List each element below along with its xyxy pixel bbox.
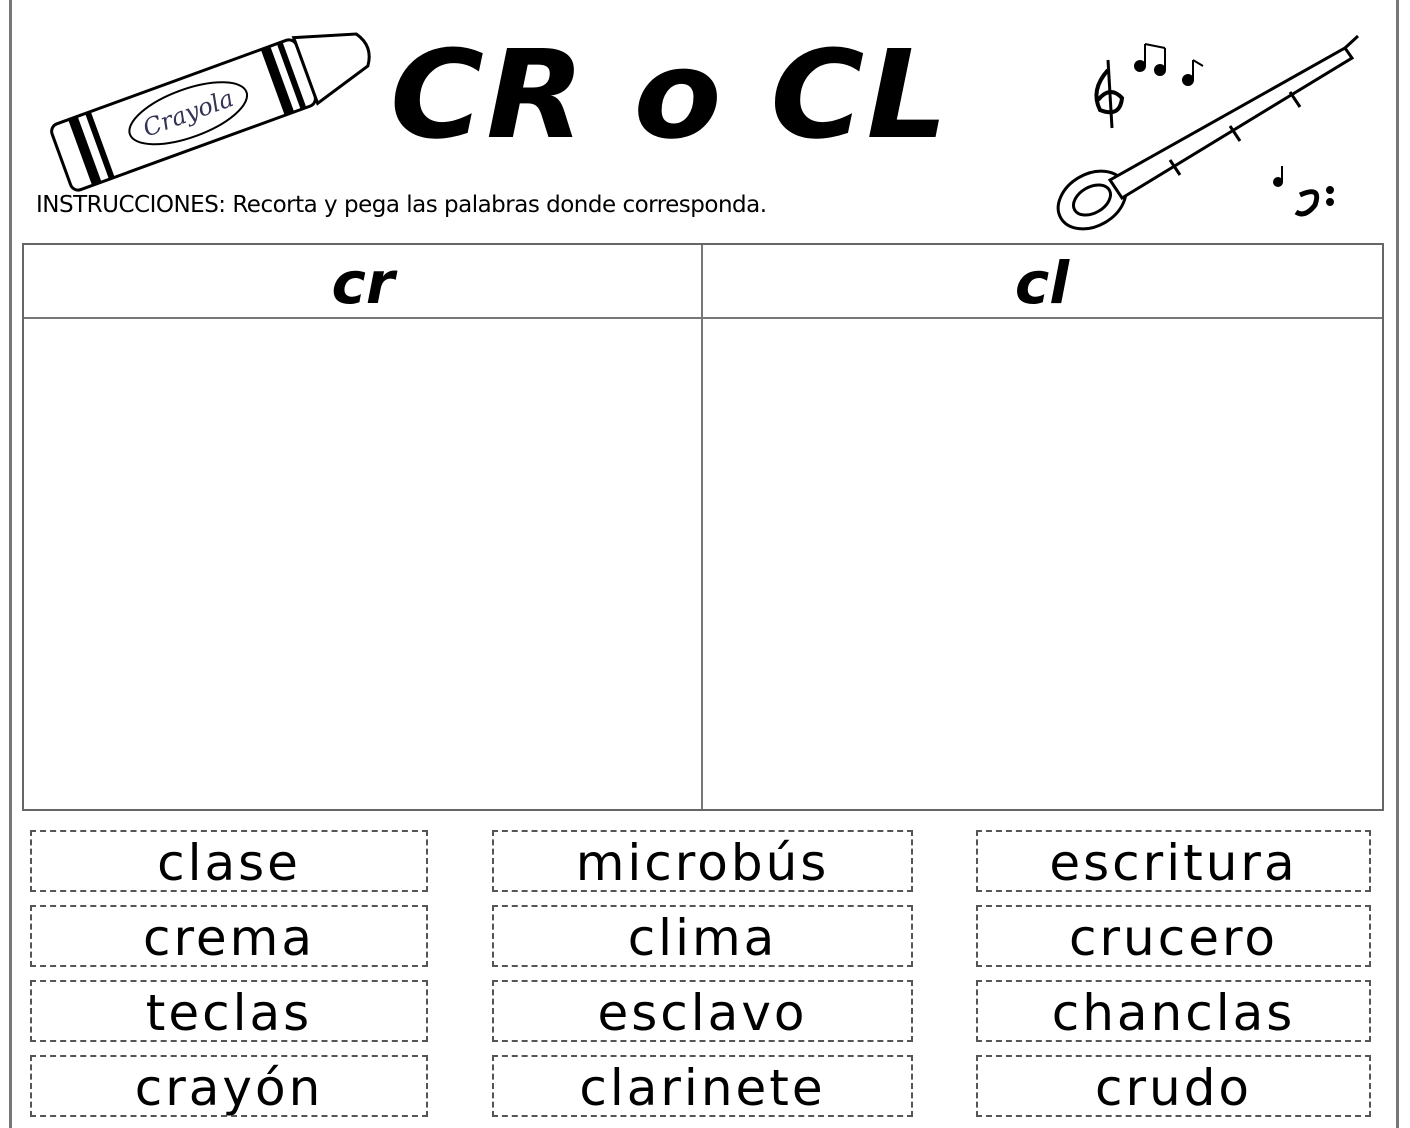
sorting-table bbox=[22, 243, 1384, 811]
word-card: clarinete bbox=[492, 1055, 913, 1117]
clarinet bbox=[1056, 34, 1360, 231]
page-border bbox=[1396, 0, 1399, 1128]
word-card: crucero bbox=[976, 905, 1371, 967]
instructions: INSTRUCCIONES: Recorta y pega las palabr… bbox=[36, 192, 767, 218]
header-divider bbox=[24, 317, 1382, 319]
word-card: microbús bbox=[492, 830, 913, 892]
word-card: crayón bbox=[30, 1055, 428, 1117]
word-card: crudo bbox=[976, 1055, 1371, 1117]
page-border bbox=[9, 0, 12, 1128]
word-card: clima bbox=[492, 905, 913, 967]
word-card: chanclas bbox=[976, 980, 1371, 1042]
column-divider bbox=[701, 245, 703, 809]
music-notes bbox=[1094, 43, 1334, 217]
word-card: esclavo bbox=[492, 980, 913, 1042]
column-header: cl bbox=[1014, 249, 1070, 317]
word-card: teclas bbox=[30, 980, 428, 1042]
column-header: cr bbox=[331, 249, 395, 317]
crayon: Crayola bbox=[50, 32, 371, 192]
title: CR o CL bbox=[390, 24, 951, 166]
word-card: crema bbox=[30, 905, 428, 967]
word-card: escritura bbox=[976, 830, 1371, 892]
word-card: clase bbox=[30, 830, 428, 892]
illustrations: Crayola bbox=[50, 32, 1360, 231]
